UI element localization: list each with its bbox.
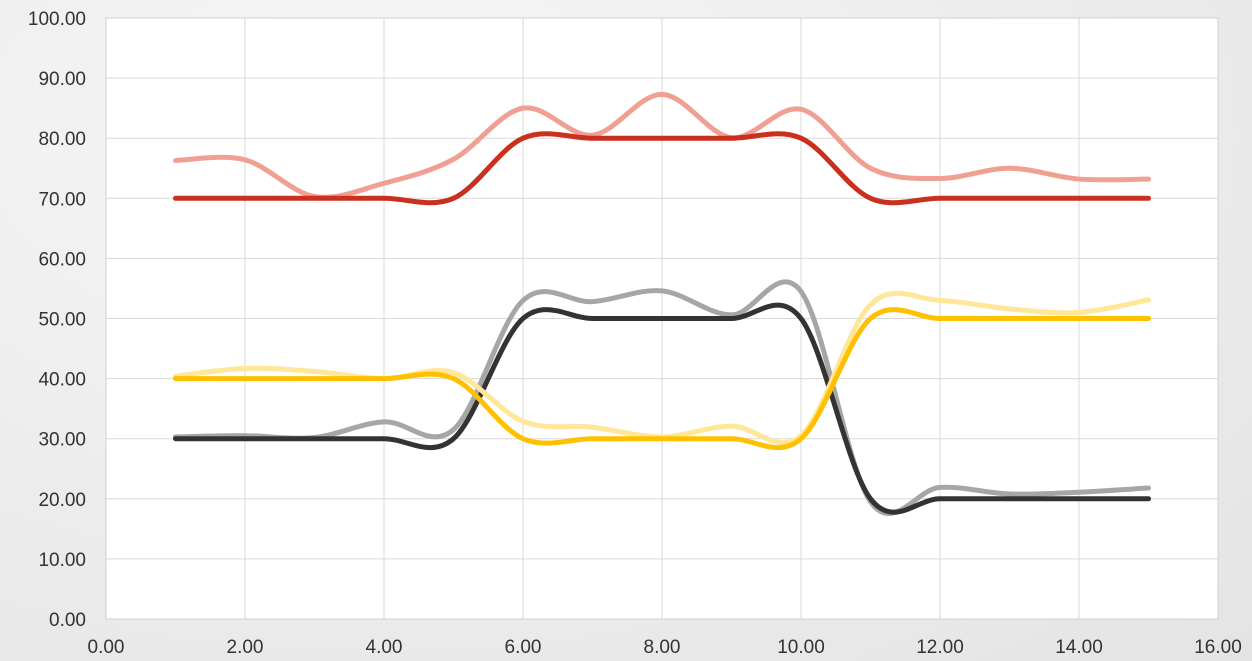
y-axis-tick-labels: 0.00 10.00 20.00 30.00 40.00 50.00 60.00 70.00 8…: [28, 9, 86, 631]
x-axis-tick-labels: 0.00 2.00 4.00 6.00 8.00 10.00 12.00 14.00 16.00: [88, 637, 1242, 658]
y-tick-label: 90.00: [38, 69, 86, 90]
y-tick-label: 40.00: [38, 370, 86, 391]
x-tick-label: 14.00: [1055, 637, 1103, 658]
x-tick-label: 12.00: [916, 637, 964, 658]
series-line-3: [173, 279, 1151, 516]
y-tick-label: 20.00: [38, 490, 86, 511]
y-tick-label: 50.00: [38, 310, 86, 331]
y-tick-label: 0.00: [49, 610, 86, 631]
x-tick-label: 10.00: [777, 637, 825, 658]
series-lines: [173, 91, 1151, 516]
x-tick-label: 16.00: [1194, 637, 1242, 658]
y-tick-label: 60.00: [38, 249, 86, 270]
series-line-4: [173, 302, 1151, 515]
y-tick-label: 70.00: [38, 189, 86, 210]
series-line-2: [173, 131, 1151, 206]
y-tick-label: 80.00: [38, 129, 86, 150]
series-line-5: [173, 290, 1151, 446]
series-line-6: [173, 307, 1151, 451]
y-tick-label: 10.00: [38, 550, 86, 571]
y-tick-label: 100.00: [28, 9, 86, 30]
x-tick-label: 4.00: [366, 637, 403, 658]
x-tick-label: 0.00: [88, 637, 125, 658]
x-tick-label: 8.00: [644, 637, 681, 658]
x-tick-label: 6.00: [505, 637, 542, 658]
y-tick-label: 30.00: [38, 430, 86, 451]
x-tick-label: 2.00: [227, 637, 264, 658]
